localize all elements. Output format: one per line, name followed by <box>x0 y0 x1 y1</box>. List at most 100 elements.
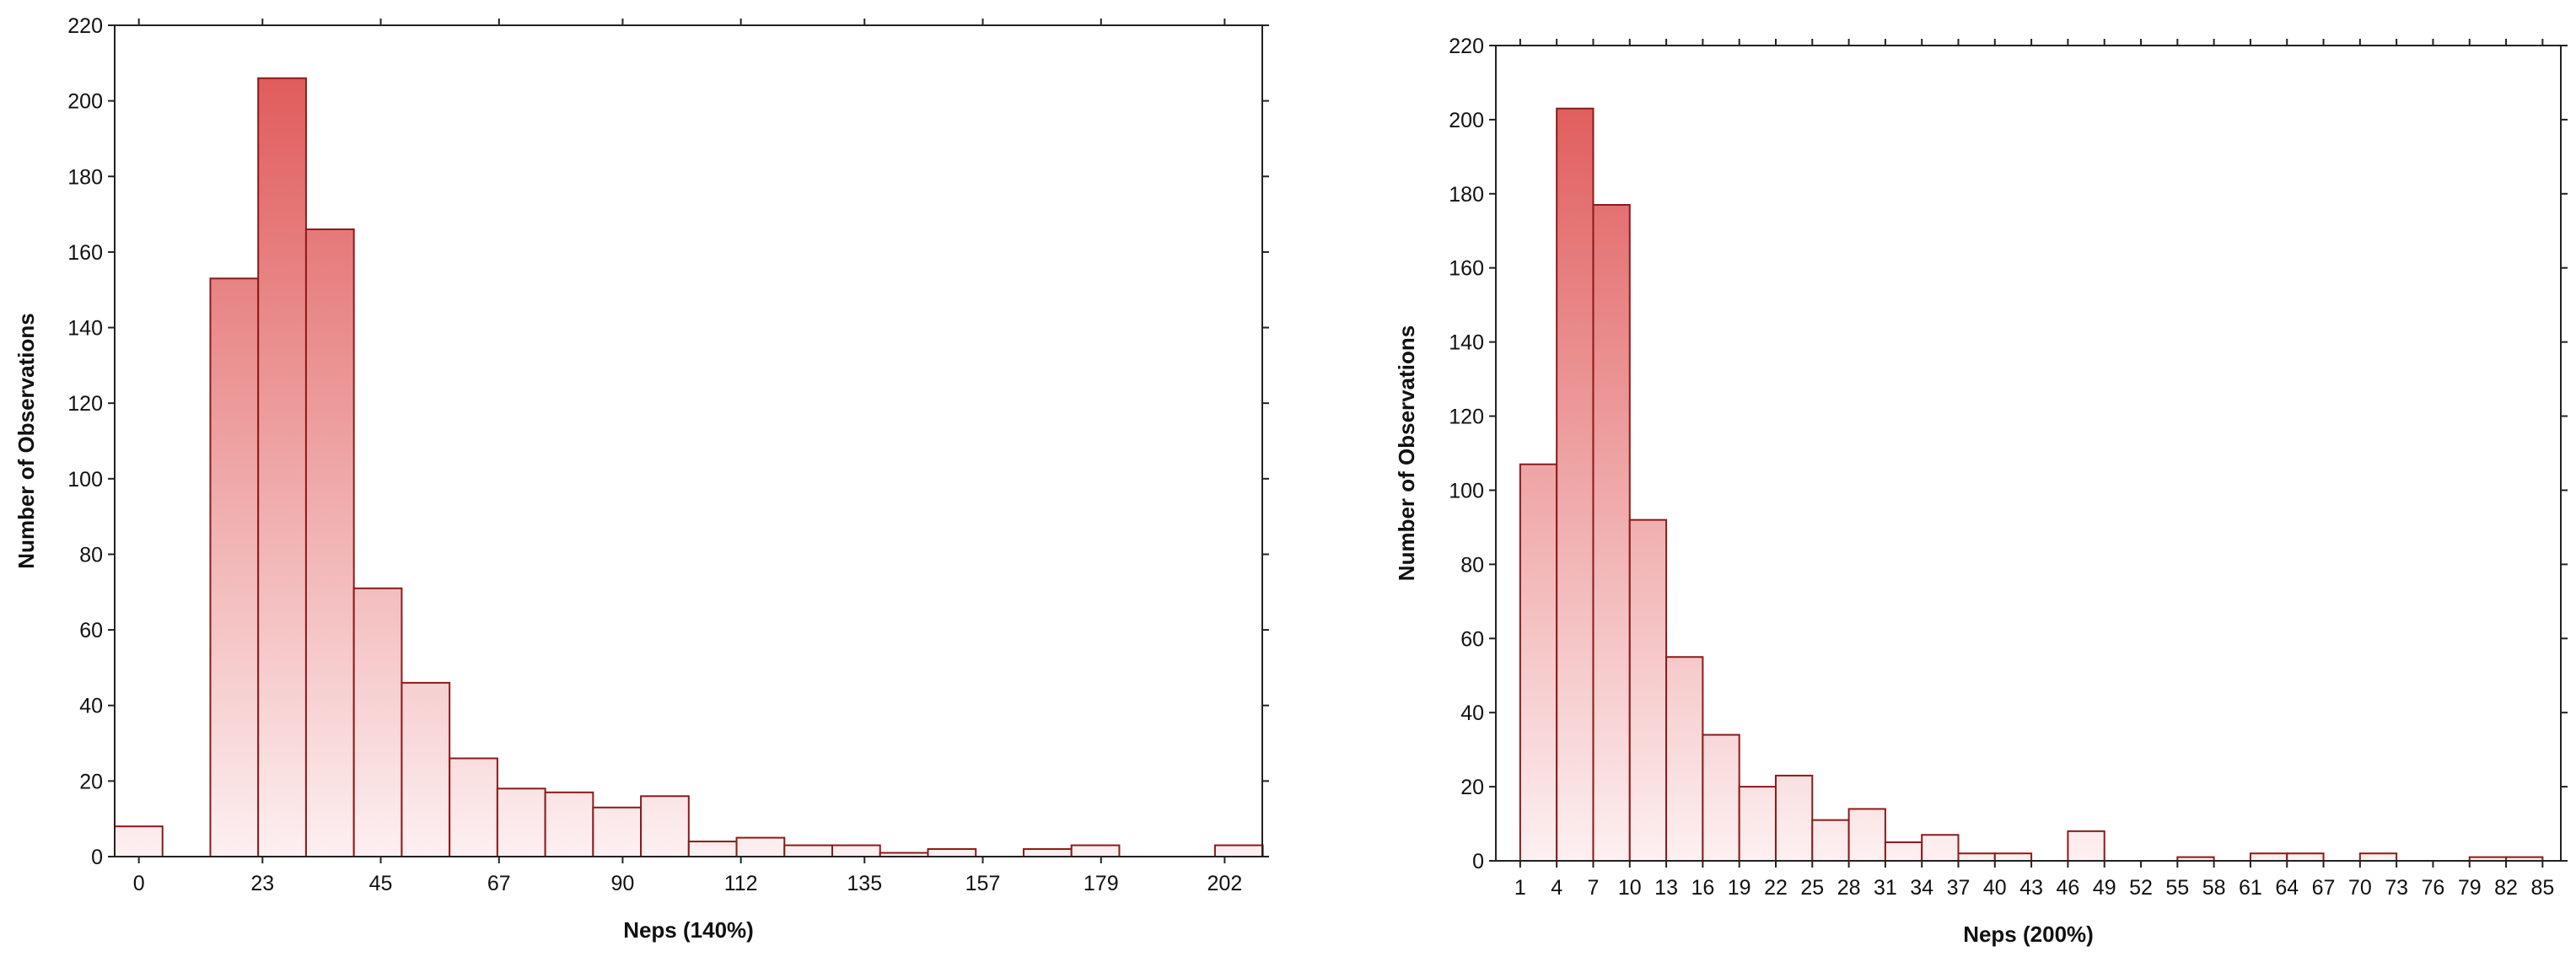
x-tick-label: 37 <box>1947 876 1971 900</box>
x-tick-label: 135 <box>847 872 882 895</box>
x-tick-label: 22 <box>1764 876 1788 900</box>
histogram-bar <box>2358 852 2398 863</box>
x-tick-label: 1 <box>1514 876 1526 900</box>
x-tick-label: 67 <box>2312 876 2336 900</box>
y-tick-label: 0 <box>91 846 103 869</box>
y-tick-label: 120 <box>1449 406 1484 429</box>
histogram-bar <box>1993 852 2033 863</box>
histogram-bar <box>831 844 881 858</box>
histogram-bar <box>1957 852 1996 863</box>
x-tick-label: 79 <box>2458 876 2482 900</box>
histogram-bar <box>114 825 164 857</box>
y-tick-label: 200 <box>67 90 103 114</box>
x-tick-label: 64 <box>2275 876 2299 900</box>
plot-frame <box>114 24 1263 857</box>
histogram-bar <box>1702 734 1740 863</box>
histogram-bar <box>2286 852 2325 863</box>
histogram-bar <box>735 836 786 857</box>
histogram-bar <box>927 848 977 858</box>
histogram-bar <box>687 841 738 858</box>
y-tick-label: 220 <box>1449 35 1484 58</box>
y-tick-label: 180 <box>1449 183 1484 207</box>
x-tick-label: 70 <box>2348 876 2372 900</box>
x-tick-label: 16 <box>1691 876 1714 900</box>
x-axis-title: Neps (200%) <box>1963 922 2094 947</box>
histogram-bar <box>592 806 643 858</box>
y-tick-label: 20 <box>1460 776 1484 799</box>
y-tick-label: 60 <box>1460 627 1484 651</box>
y-tick-label: 180 <box>67 165 103 189</box>
y-tick-label: 140 <box>67 317 103 341</box>
histogram-bar <box>449 757 498 857</box>
histogram-bar <box>257 77 307 857</box>
x-tick-label: 76 <box>2422 876 2445 900</box>
y-tick-label: 80 <box>1460 553 1484 577</box>
x-tick-label: 19 <box>1728 876 1751 900</box>
histogram-bar <box>783 844 834 858</box>
x-tick-label: 28 <box>1837 876 1861 900</box>
histogram-bar <box>1738 786 1777 862</box>
histogram-bar <box>544 791 594 857</box>
x-tick-label: 4 <box>1551 876 1562 900</box>
x-axis-title: Neps (140%) <box>623 917 754 943</box>
x-tick-label: 7 <box>1588 876 1600 900</box>
x-tick-label: 82 <box>2494 876 2518 900</box>
histogram-bar <box>1811 819 1850 863</box>
x-tick-label: 23 <box>250 872 274 895</box>
x-tick-label: 73 <box>2385 876 2408 900</box>
x-tick-label: 85 <box>2530 876 2554 900</box>
x-tick-label: 46 <box>2057 876 2080 900</box>
histogram-bar <box>1774 774 1814 862</box>
histogram-bar <box>1628 519 1668 862</box>
y-tick-label: 100 <box>1449 479 1484 502</box>
y-axis-title: Number of Observations <box>13 313 39 568</box>
histogram-bar <box>2249 852 2288 863</box>
histogram-bar <box>1884 841 1923 862</box>
histogram-bar <box>209 277 260 858</box>
y-tick-label: 160 <box>1449 257 1484 281</box>
y-tick-label: 80 <box>79 543 103 567</box>
histogram-bar <box>640 795 690 857</box>
y-axis-title: Number of Observations <box>1394 325 1419 581</box>
x-tick-label: 55 <box>2165 876 2189 900</box>
y-tick-label: 0 <box>1472 850 1484 873</box>
x-tick-label: 61 <box>2239 876 2262 900</box>
histogram-bar <box>1519 463 1558 862</box>
x-tick-label: 49 <box>2093 876 2116 900</box>
x-tick-label: 10 <box>1618 876 1642 900</box>
x-tick-label: 58 <box>2202 876 2226 900</box>
x-tick-label: 43 <box>2019 876 2043 900</box>
histogram-bar <box>1921 834 1960 862</box>
histogram-bar <box>1556 107 1595 863</box>
x-tick-label: 90 <box>611 872 635 895</box>
x-tick-label: 34 <box>1910 876 1933 900</box>
y-tick-label: 120 <box>67 392 103 416</box>
y-tick-label: 160 <box>67 241 103 265</box>
histogram-bar <box>2067 830 2105 862</box>
y-tick-label: 60 <box>79 619 103 642</box>
x-tick-label: 112 <box>724 872 758 895</box>
x-tick-label: 52 <box>2129 876 2153 900</box>
y-tick-label: 40 <box>79 695 103 718</box>
x-tick-label: 31 <box>1874 876 1897 900</box>
histogram-neps-140-svg: 0 20 40 60 80 100 120 140 160 180 200 220 0 23 45 67 90 1… <box>13 14 1269 943</box>
x-tick-label: 40 <box>1983 876 2007 900</box>
y-tick-label: 200 <box>1449 109 1484 132</box>
histogram-bar <box>1592 204 1631 863</box>
bars <box>114 77 1264 858</box>
histogram-bar <box>401 681 451 857</box>
bars <box>1519 107 2544 863</box>
histogram-neps-140: 0 20 40 60 80 100 120 140 160 180 200 220 0 23 45 67 90 1… <box>0 0 1277 962</box>
y-tick-label: 140 <box>1449 331 1484 355</box>
histogram-bar <box>1213 844 1264 858</box>
x-tick-label: 157 <box>965 872 1001 895</box>
y-tick-label: 100 <box>67 468 103 492</box>
x-tick-label: 45 <box>369 872 393 895</box>
histogram-neps-200-svg: 0 20 40 60 80 100 120 140 160 180 200 220 1 4 7 10 13 16 1… <box>1394 35 2568 947</box>
histogram-bar <box>496 787 546 857</box>
plot-frame <box>1495 45 2562 862</box>
histogram-bar <box>352 587 403 857</box>
histogram-bar <box>304 228 355 857</box>
histogram-bar <box>1847 808 1886 862</box>
x-tick-label: 13 <box>1654 876 1678 900</box>
